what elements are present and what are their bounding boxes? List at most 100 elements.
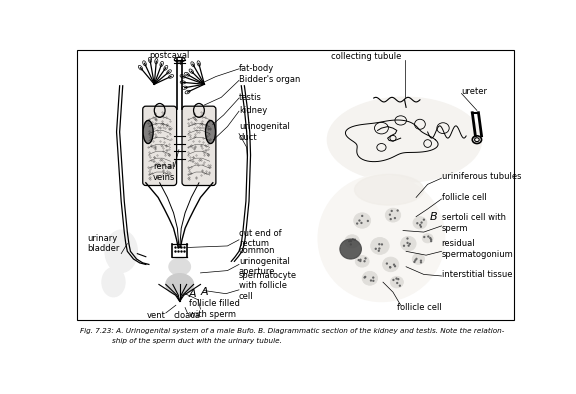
Ellipse shape: [345, 235, 359, 248]
Bar: [77, 50, 514, 320]
Ellipse shape: [359, 258, 362, 261]
Text: interstitial tissue: interstitial tissue: [441, 270, 512, 279]
Text: renal
veins: renal veins: [153, 162, 176, 182]
Text: urinary
bladder: urinary bladder: [88, 234, 120, 253]
Ellipse shape: [166, 274, 194, 295]
Ellipse shape: [355, 256, 369, 267]
Text: urinogenital
duct: urinogenital duct: [239, 122, 290, 142]
Ellipse shape: [382, 257, 399, 272]
Ellipse shape: [415, 258, 418, 260]
Ellipse shape: [389, 266, 391, 268]
Ellipse shape: [394, 217, 396, 219]
Ellipse shape: [389, 266, 391, 268]
Ellipse shape: [361, 215, 363, 217]
Text: spermatocyte
with follicle
cell: spermatocyte with follicle cell: [239, 271, 297, 301]
Ellipse shape: [169, 258, 191, 275]
Ellipse shape: [350, 240, 352, 242]
Text: follicle cell: follicle cell: [441, 193, 486, 202]
Ellipse shape: [340, 239, 361, 259]
Ellipse shape: [358, 219, 361, 222]
Text: kidney: kidney: [239, 106, 267, 115]
Ellipse shape: [391, 210, 393, 212]
Text: vent: vent: [147, 311, 166, 320]
Ellipse shape: [412, 254, 425, 264]
Ellipse shape: [385, 208, 401, 222]
Text: cut end of
rectum: cut end of rectum: [239, 229, 282, 248]
Text: collecting tubule: collecting tubule: [331, 52, 401, 61]
Ellipse shape: [354, 213, 371, 228]
FancyBboxPatch shape: [182, 106, 216, 186]
Text: testis: testis: [239, 93, 262, 102]
Ellipse shape: [420, 221, 423, 224]
Ellipse shape: [358, 259, 360, 261]
Ellipse shape: [363, 260, 366, 262]
Ellipse shape: [319, 175, 445, 301]
Ellipse shape: [352, 238, 354, 240]
Ellipse shape: [394, 265, 396, 268]
Text: A: A: [200, 287, 208, 297]
Text: follicle cell: follicle cell: [397, 303, 442, 312]
Ellipse shape: [363, 276, 366, 279]
Ellipse shape: [395, 277, 397, 280]
Ellipse shape: [396, 209, 399, 212]
Ellipse shape: [430, 240, 433, 242]
Text: follicle filled
with sperm: follicle filled with sperm: [189, 299, 240, 319]
Ellipse shape: [416, 222, 419, 225]
Ellipse shape: [423, 236, 426, 238]
Ellipse shape: [396, 282, 399, 284]
Ellipse shape: [420, 226, 422, 228]
Text: sertoli cell with
sperm: sertoli cell with sperm: [441, 213, 506, 232]
Ellipse shape: [364, 276, 366, 278]
Text: ship of the sperm duct with the urinary tubule.: ship of the sperm duct with the urinary …: [112, 338, 282, 344]
Ellipse shape: [359, 260, 362, 262]
Text: A: A: [189, 289, 196, 299]
Ellipse shape: [401, 236, 416, 251]
Ellipse shape: [370, 279, 372, 282]
Ellipse shape: [367, 220, 369, 222]
Ellipse shape: [105, 230, 137, 273]
Ellipse shape: [414, 259, 416, 261]
Ellipse shape: [328, 97, 482, 182]
Ellipse shape: [371, 238, 389, 255]
Ellipse shape: [374, 248, 377, 250]
Text: postcaval: postcaval: [150, 51, 190, 60]
Text: ureter: ureter: [461, 87, 487, 97]
Ellipse shape: [409, 243, 411, 245]
Ellipse shape: [143, 121, 153, 143]
Ellipse shape: [397, 278, 399, 280]
Ellipse shape: [422, 234, 433, 243]
Ellipse shape: [378, 250, 380, 252]
Text: common
urinogenital
aperture: common urinogenital aperture: [239, 246, 290, 276]
Ellipse shape: [403, 245, 405, 247]
Ellipse shape: [102, 268, 125, 297]
Ellipse shape: [372, 277, 374, 279]
FancyBboxPatch shape: [143, 106, 177, 186]
Text: residual
spermatogonium: residual spermatogonium: [441, 239, 513, 259]
Text: fat-body: fat-body: [239, 64, 274, 73]
Text: B: B: [430, 212, 438, 222]
Ellipse shape: [361, 222, 363, 224]
Ellipse shape: [389, 214, 391, 216]
Ellipse shape: [413, 217, 427, 229]
Ellipse shape: [420, 260, 422, 262]
Ellipse shape: [393, 264, 395, 266]
Ellipse shape: [381, 243, 383, 245]
Text: cloaca: cloaca: [174, 311, 201, 320]
Ellipse shape: [354, 238, 356, 241]
Text: Fig. 7.23: A. Urinogenital system of a male Bufo. B. Diagrammatic section of the: Fig. 7.23: A. Urinogenital system of a m…: [79, 327, 504, 334]
Ellipse shape: [429, 237, 431, 239]
Ellipse shape: [406, 237, 408, 240]
Ellipse shape: [378, 247, 381, 250]
Ellipse shape: [419, 224, 421, 226]
Ellipse shape: [348, 240, 350, 242]
Ellipse shape: [399, 284, 401, 287]
Ellipse shape: [407, 245, 410, 247]
Ellipse shape: [407, 242, 409, 244]
Ellipse shape: [430, 238, 432, 241]
Text: Bidder's organ: Bidder's organ: [239, 75, 300, 84]
Ellipse shape: [420, 261, 422, 264]
Ellipse shape: [206, 121, 215, 143]
Ellipse shape: [354, 174, 424, 205]
Ellipse shape: [356, 222, 358, 225]
Ellipse shape: [389, 218, 392, 220]
